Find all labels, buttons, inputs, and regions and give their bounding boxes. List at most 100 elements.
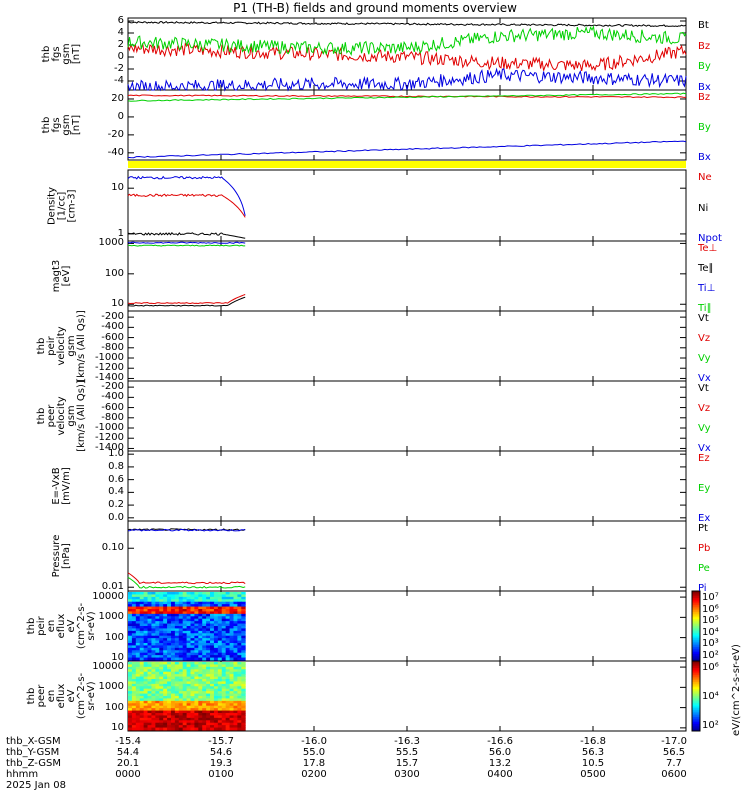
spectrogram-cell (147, 722, 152, 726)
spectrogram-cell (170, 681, 176, 685)
spectrogram-cell (213, 645, 219, 649)
spectrogram-cell (131, 705, 137, 709)
spectrogram-cell (186, 696, 191, 699)
spectrogram-cell (225, 592, 231, 595)
spectrogram-cell (151, 638, 156, 642)
spectrogram-cell (237, 645, 242, 649)
spectrogram-cell (143, 681, 149, 685)
spectrogram-cell (190, 628, 195, 632)
spectrogram-cell (155, 679, 160, 682)
spectrogram-cell (131, 621, 137, 625)
spectrogram-cell (198, 626, 203, 629)
spectrogram-cell (233, 698, 238, 702)
series-line (127, 175, 246, 216)
spectrogram-cell (225, 683, 231, 687)
spectrogram-cell (194, 628, 199, 632)
spectrogram-cell (182, 621, 188, 625)
footer-value: 0300 (394, 769, 420, 780)
colorbar-tick-label: 10³ (702, 638, 719, 650)
spectrogram-cell (225, 609, 231, 612)
spectrogram-cell (198, 623, 203, 627)
spectrogram-cell (206, 657, 211, 661)
spectrogram-cell (237, 599, 242, 603)
spectrogram-cell (159, 592, 164, 595)
y-tick-label: -1400 (94, 372, 124, 384)
spectrogram-cell (182, 599, 188, 603)
y-tick-label: 1000 (98, 611, 124, 623)
spectrogram-cell (198, 727, 203, 731)
spectrogram-cell (229, 609, 234, 612)
spectrogram-cell (128, 640, 133, 644)
spectrogram-cell (225, 599, 231, 603)
colorbar-cell (692, 603, 700, 606)
spectrogram-cell (206, 647, 211, 651)
spectrogram-cell (229, 698, 234, 702)
spectrogram-cell (151, 613, 156, 617)
spectrogram-cell (182, 609, 188, 612)
spectrogram-cell (202, 671, 207, 675)
spectrogram-cell (233, 713, 238, 716)
spectrogram-cell (167, 693, 172, 697)
spectrogram-cell (143, 621, 149, 625)
spectrogram-cell (128, 592, 133, 595)
colorbar-cell (692, 636, 700, 639)
spectrogram-cell (217, 679, 223, 682)
spectrogram-cell (151, 630, 156, 634)
spectrogram-cell (186, 705, 191, 709)
spectrogram-cell (217, 599, 223, 603)
spectrogram-cell (147, 626, 152, 629)
spectrogram-cell (190, 662, 195, 665)
legend-entry: Vx (698, 373, 711, 384)
spectrogram-cell (174, 696, 180, 699)
spectrogram-cell (194, 630, 199, 634)
spectrogram-cell (233, 609, 238, 612)
spectrogram-cell (143, 666, 149, 670)
spectrogram-cell (155, 645, 160, 649)
spectrogram-cell (155, 691, 160, 695)
spectrogram-cell (170, 713, 176, 716)
spectrogram-cell (206, 618, 211, 622)
spectrogram-cell (241, 647, 246, 651)
spectrogram-cell (194, 700, 199, 704)
y-tick-label: -20 (107, 128, 124, 140)
spectrogram-cell (229, 618, 234, 622)
footer-value: 10.5 (581, 758, 605, 769)
spectrogram-cell (229, 696, 234, 699)
spectrogram-cell (182, 671, 188, 675)
spectrogram-cell (217, 621, 223, 625)
spectrogram-cell (178, 703, 184, 707)
spectrogram-cell (131, 604, 137, 608)
spectrogram-cell (213, 606, 219, 610)
spectrogram-cell (139, 722, 145, 726)
spectrogram-cell (139, 674, 145, 678)
spectrogram-cell (170, 703, 176, 707)
spectrogram-cell (178, 604, 184, 608)
spectrogram-cell (233, 606, 238, 610)
spectrogram-cell (178, 623, 184, 627)
spectrogram-cell (167, 669, 172, 673)
spectrogram-cell (155, 616, 160, 620)
spectrogram-cell (213, 727, 219, 731)
spectrogram-cell (241, 643, 246, 646)
spectrogram-cell (151, 708, 156, 712)
spectrogram-cell (229, 674, 234, 678)
spectrogram-cell (147, 666, 152, 670)
spectrogram-cell (210, 640, 215, 644)
spectrogram-cell (163, 674, 168, 678)
spectrogram-cell (206, 630, 211, 634)
spectrogram-cell (143, 623, 149, 627)
spectrogram-cell (178, 633, 184, 637)
spectrogram-cell (210, 611, 215, 615)
spectrogram-cell (233, 652, 238, 656)
legend-entry: Vz (698, 403, 711, 414)
spectrogram-cell (143, 628, 149, 632)
spectrogram-cell (186, 720, 191, 724)
spectrogram-cell (213, 662, 219, 665)
spectrogram-cell (143, 611, 149, 615)
spectrogram-cell (221, 671, 227, 675)
spectrogram-cell (128, 725, 133, 729)
spectrogram-cell (241, 720, 246, 724)
spectrogram-cell (186, 664, 191, 668)
spectrogram-cell (163, 596, 168, 600)
spectrogram-cell (225, 657, 231, 661)
